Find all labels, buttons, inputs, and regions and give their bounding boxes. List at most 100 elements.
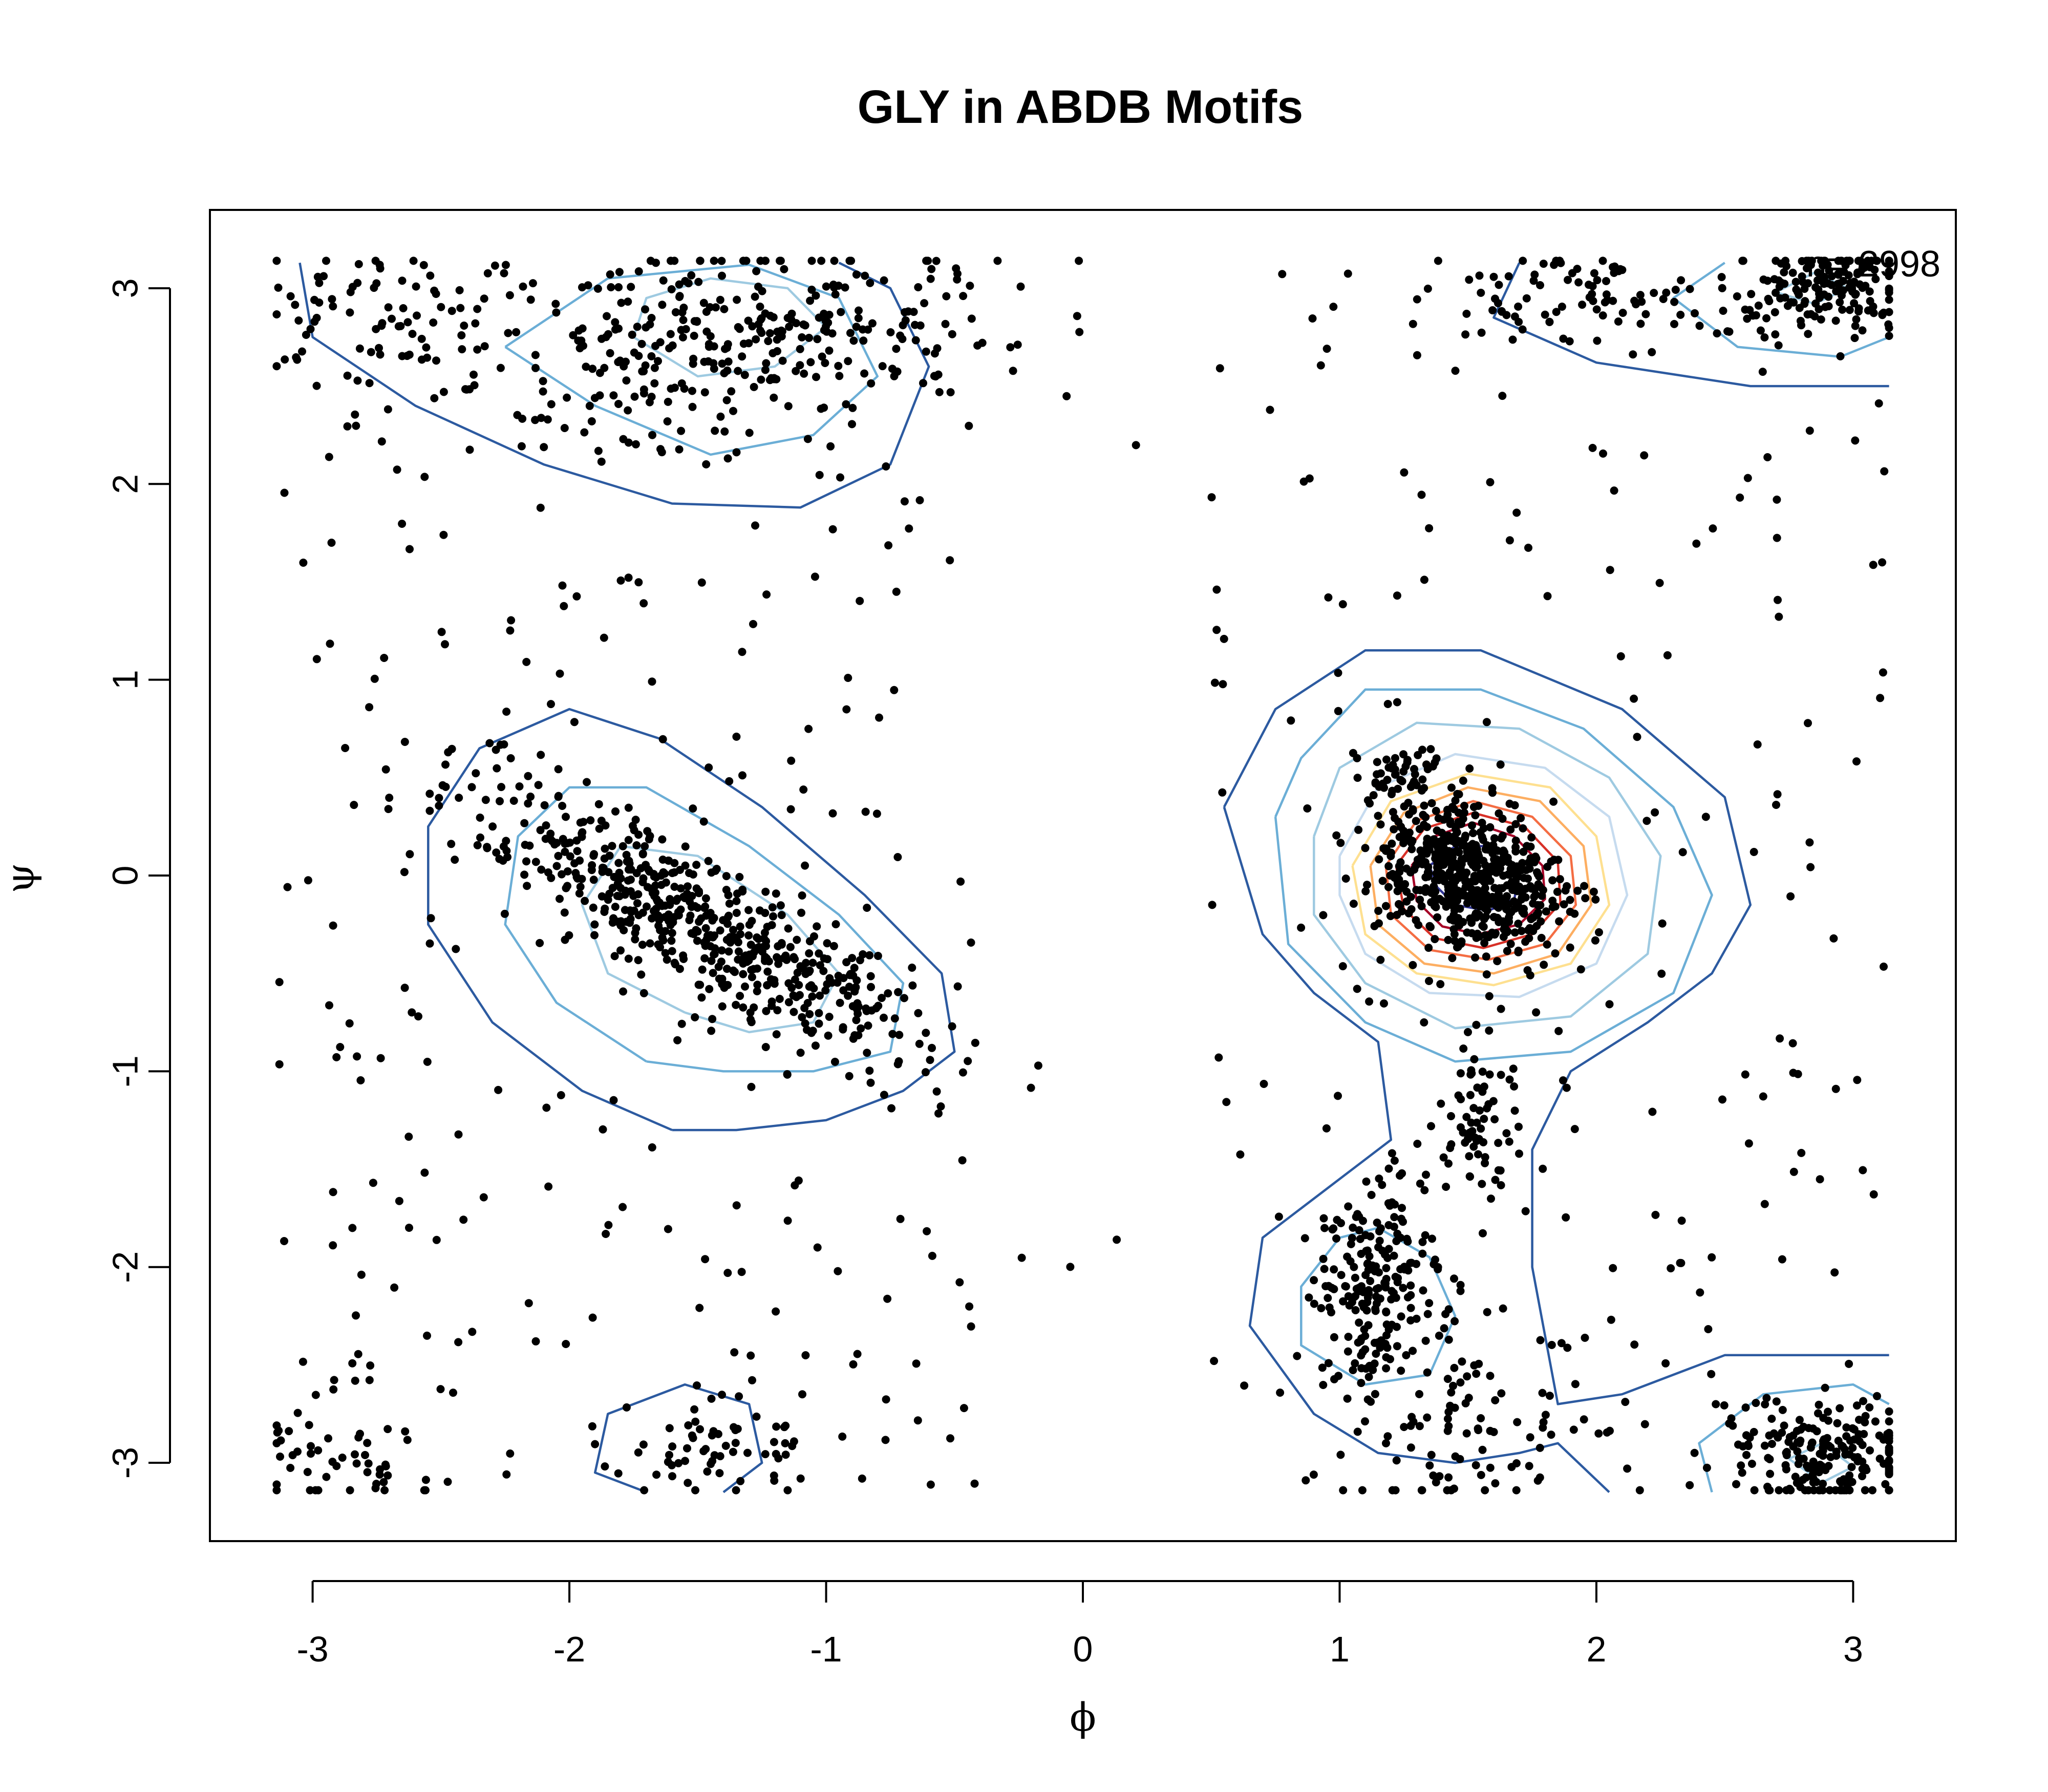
data-point xyxy=(594,800,603,808)
data-point xyxy=(1386,1355,1394,1363)
data-point xyxy=(354,260,363,268)
y-tick-label: -2 xyxy=(105,1251,145,1283)
data-point xyxy=(351,1450,359,1459)
data-point xyxy=(603,312,611,321)
data-point xyxy=(1860,1430,1868,1438)
data-point xyxy=(1278,270,1287,279)
data-point xyxy=(932,1087,941,1096)
data-point xyxy=(1536,1336,1545,1345)
data-point xyxy=(888,1030,897,1038)
data-point xyxy=(1372,1285,1381,1293)
data-point xyxy=(1309,1470,1318,1479)
data-point xyxy=(890,1014,899,1023)
data-point xyxy=(1403,756,1412,764)
data-point xyxy=(1355,1226,1363,1234)
data-point xyxy=(1462,1429,1471,1438)
data-point xyxy=(768,903,777,912)
data-point xyxy=(651,881,660,890)
data-point xyxy=(799,320,808,329)
data-point xyxy=(351,410,359,419)
data-point xyxy=(1564,275,1572,284)
data-point xyxy=(765,329,774,337)
data-point xyxy=(750,1003,758,1012)
data-point xyxy=(404,1133,413,1141)
data-point xyxy=(875,713,883,722)
data-point xyxy=(1407,905,1416,913)
data-point xyxy=(1539,1423,1547,1432)
data-point xyxy=(1460,808,1468,817)
data-point xyxy=(1661,1359,1670,1368)
data-point xyxy=(1457,937,1466,946)
data-point xyxy=(1788,1039,1797,1048)
data-point xyxy=(1361,1332,1370,1340)
data-point xyxy=(1403,1237,1412,1246)
data-point xyxy=(454,1338,463,1347)
data-point xyxy=(1373,1219,1381,1227)
data-point xyxy=(551,300,560,308)
data-point xyxy=(767,997,776,1006)
data-point xyxy=(1472,1370,1481,1378)
data-point xyxy=(1842,1423,1851,1432)
data-point xyxy=(848,954,857,963)
data-point xyxy=(624,573,633,582)
data-point xyxy=(1358,1486,1367,1495)
data-point xyxy=(280,488,289,497)
data-point xyxy=(1477,328,1486,337)
data-point xyxy=(1885,288,1893,297)
data-point xyxy=(1375,1236,1384,1245)
data-point xyxy=(1471,953,1480,962)
data-point xyxy=(500,909,509,918)
data-point xyxy=(601,821,610,830)
data-point xyxy=(1461,1399,1470,1407)
data-point xyxy=(684,279,693,288)
data-point xyxy=(700,388,709,397)
data-point xyxy=(1786,1486,1795,1495)
data-point xyxy=(1389,808,1397,816)
data-point xyxy=(1667,1264,1675,1273)
data-point xyxy=(425,806,434,815)
data-point xyxy=(1444,1305,1453,1314)
data-point xyxy=(587,417,596,425)
data-point xyxy=(1481,1486,1489,1495)
data-point xyxy=(1630,1340,1639,1349)
data-point xyxy=(1423,868,1432,877)
data-point xyxy=(862,1004,870,1013)
data-point xyxy=(833,978,842,987)
data-point xyxy=(1399,750,1407,759)
data-point xyxy=(666,901,674,909)
data-point xyxy=(305,1421,313,1430)
data-point xyxy=(1478,819,1486,827)
data-point xyxy=(1770,308,1779,316)
data-point xyxy=(1406,1291,1415,1299)
data-point xyxy=(468,1328,477,1336)
data-point xyxy=(1363,881,1371,889)
data-point xyxy=(1854,257,1863,265)
data-point xyxy=(526,295,535,304)
data-point xyxy=(352,1459,361,1468)
data-point xyxy=(599,864,608,872)
data-point xyxy=(665,1424,674,1433)
data-point xyxy=(575,344,584,353)
data-point xyxy=(329,1385,338,1394)
data-point xyxy=(1341,874,1350,883)
data-point xyxy=(958,1156,967,1165)
data-point xyxy=(1417,852,1426,861)
data-point xyxy=(1336,839,1345,847)
data-point xyxy=(681,1457,689,1465)
data-point xyxy=(742,257,751,265)
data-point xyxy=(1834,270,1843,279)
data-point xyxy=(796,345,804,353)
data-point xyxy=(1383,1432,1392,1441)
data-point xyxy=(353,376,362,385)
data-point xyxy=(865,1066,874,1075)
data-point xyxy=(756,257,765,265)
data-point xyxy=(1756,326,1765,335)
data-point xyxy=(624,836,633,844)
data-point xyxy=(688,387,696,395)
data-point xyxy=(361,1450,369,1459)
data-point xyxy=(1826,1453,1835,1461)
data-point xyxy=(1780,268,1788,276)
data-point xyxy=(790,1008,798,1016)
data-point xyxy=(1425,1461,1434,1470)
